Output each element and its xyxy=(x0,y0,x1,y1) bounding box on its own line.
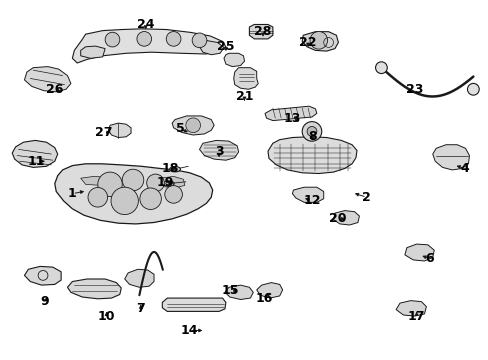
Polygon shape xyxy=(199,40,224,55)
Text: 16: 16 xyxy=(255,292,272,305)
Text: 27: 27 xyxy=(95,126,112,139)
Text: 8: 8 xyxy=(308,130,317,143)
Polygon shape xyxy=(256,283,282,298)
Text: 19: 19 xyxy=(156,176,174,189)
Text: 6: 6 xyxy=(424,252,433,265)
Text: 7: 7 xyxy=(136,302,145,315)
Polygon shape xyxy=(81,46,105,58)
Circle shape xyxy=(467,84,478,95)
Circle shape xyxy=(166,32,181,46)
Circle shape xyxy=(140,188,161,210)
Polygon shape xyxy=(249,24,272,39)
Text: 14: 14 xyxy=(181,324,198,337)
Text: 12: 12 xyxy=(303,194,320,207)
Polygon shape xyxy=(160,176,184,188)
Polygon shape xyxy=(72,29,225,63)
Text: 11: 11 xyxy=(28,155,45,168)
Polygon shape xyxy=(24,266,61,285)
Text: 28: 28 xyxy=(254,25,271,38)
Text: 24: 24 xyxy=(137,18,154,31)
Circle shape xyxy=(88,188,107,207)
Circle shape xyxy=(192,33,206,48)
Text: 26: 26 xyxy=(46,83,63,96)
Text: 3: 3 xyxy=(214,145,223,158)
Text: 4: 4 xyxy=(459,162,468,175)
Circle shape xyxy=(306,126,316,136)
Polygon shape xyxy=(224,53,244,67)
Circle shape xyxy=(302,122,321,141)
Text: 21: 21 xyxy=(235,90,253,103)
Text: 23: 23 xyxy=(405,83,423,96)
Text: 22: 22 xyxy=(299,36,316,49)
Polygon shape xyxy=(24,67,71,92)
Text: 17: 17 xyxy=(407,310,425,323)
Polygon shape xyxy=(267,137,356,174)
Ellipse shape xyxy=(169,166,180,172)
Text: 20: 20 xyxy=(328,212,346,225)
Polygon shape xyxy=(333,211,359,225)
Circle shape xyxy=(375,62,386,73)
Polygon shape xyxy=(233,68,258,89)
Circle shape xyxy=(164,186,182,203)
Polygon shape xyxy=(199,140,238,160)
Polygon shape xyxy=(432,145,468,170)
Polygon shape xyxy=(67,279,121,299)
Text: 15: 15 xyxy=(222,284,239,297)
Polygon shape xyxy=(81,176,106,185)
Polygon shape xyxy=(395,301,426,316)
Text: 2: 2 xyxy=(362,191,370,204)
Polygon shape xyxy=(162,298,225,311)
Polygon shape xyxy=(124,269,154,287)
Polygon shape xyxy=(108,123,131,138)
Polygon shape xyxy=(264,106,316,121)
Text: 5: 5 xyxy=(175,122,184,135)
Polygon shape xyxy=(12,140,58,167)
Text: 18: 18 xyxy=(161,162,179,175)
Polygon shape xyxy=(172,116,214,135)
Circle shape xyxy=(185,118,200,132)
Circle shape xyxy=(111,187,138,215)
Circle shape xyxy=(146,174,164,192)
Text: 10: 10 xyxy=(98,310,115,323)
Text: 13: 13 xyxy=(283,112,301,125)
Polygon shape xyxy=(404,244,433,261)
Text: 25: 25 xyxy=(217,40,234,53)
Circle shape xyxy=(122,169,143,191)
Polygon shape xyxy=(292,187,323,202)
Polygon shape xyxy=(55,164,212,224)
Text: 1: 1 xyxy=(68,187,77,200)
Circle shape xyxy=(137,32,151,46)
Circle shape xyxy=(105,32,120,47)
Text: 9: 9 xyxy=(41,295,49,308)
Circle shape xyxy=(98,172,122,197)
Polygon shape xyxy=(302,32,338,51)
Circle shape xyxy=(309,32,327,49)
Polygon shape xyxy=(224,285,253,300)
